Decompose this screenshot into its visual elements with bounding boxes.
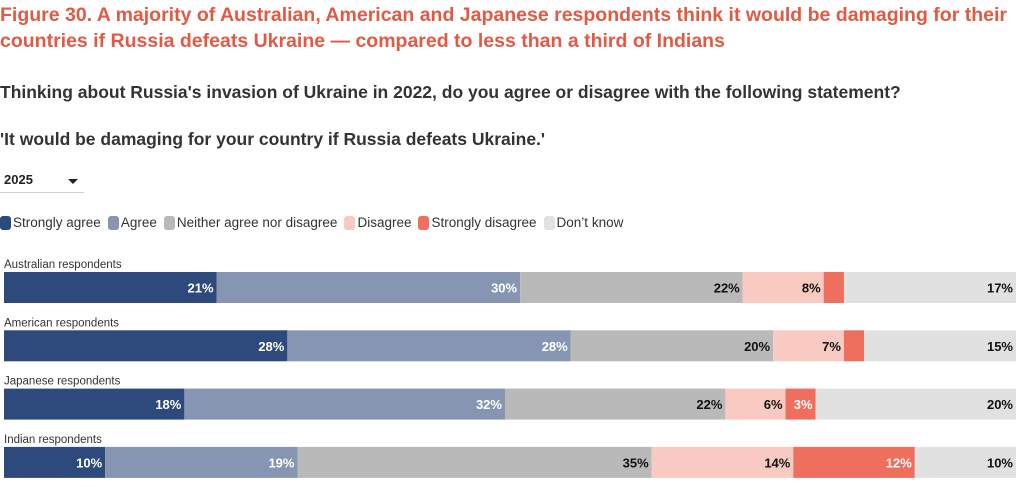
bar-segment-neither[interactable] [520, 272, 743, 303]
data-label: 22% [696, 397, 722, 412]
bar-segment-dont-know[interactable] [864, 330, 1016, 362]
data-label: 8% [802, 281, 821, 296]
data-label: 30% [491, 281, 517, 296]
data-label: 14% [764, 455, 790, 470]
year-dropdown-value: 2025 [4, 172, 33, 187]
legend-swatch [418, 215, 430, 230]
legend-item-neither[interactable]: Neither agree nor disagree [163, 215, 338, 230]
data-label: 15% [987, 339, 1013, 354]
legend-label: Strongly agree [13, 215, 101, 230]
legend-label: Disagree [357, 215, 412, 230]
bar-segment-disagree[interactable] [773, 330, 844, 362]
data-label: 12% [886, 455, 912, 470]
bar-segment-agree[interactable] [184, 388, 505, 420]
legend-label: Neither agree nor disagree [176, 215, 338, 230]
chevron-down-icon [68, 179, 78, 184]
legend-item-strongly-disagree[interactable]: Strongly disagree [418, 215, 537, 230]
legend-item-agree[interactable]: Agree [107, 215, 157, 230]
data-label: 28% [542, 339, 568, 354]
data-label: 22% [714, 281, 740, 296]
data-label: 32% [476, 397, 502, 412]
bar-segment-agree[interactable] [216, 272, 521, 303]
bar-segment-strongly-agree[interactable] [4, 330, 288, 362]
bar-segment-dont-know[interactable] [914, 446, 1016, 478]
survey-statement: 'It would be damaging for your country i… [0, 129, 546, 149]
data-label: 10% [987, 455, 1013, 470]
legend-item-dont-know[interactable]: Don’t know [543, 215, 624, 230]
data-label: 3% [794, 397, 813, 412]
category-label: Australian respondents [4, 259, 122, 271]
data-label: 19% [268, 455, 294, 470]
data-label: 10% [76, 455, 102, 470]
survey-question: Thinking about Russia's invasion of Ukra… [0, 82, 901, 102]
bar-segment-disagree[interactable] [742, 272, 824, 303]
data-label: 17% [987, 281, 1013, 296]
legend-swatch [107, 215, 119, 230]
legend-item-strongly-agree[interactable]: Strongly agree [0, 215, 101, 230]
data-label: 18% [155, 397, 181, 412]
bar-segment-strongly-disagree[interactable] [785, 388, 816, 420]
bar-segment-strongly-disagree[interactable] [823, 272, 844, 303]
bar-segment-neither[interactable] [570, 330, 774, 362]
data-label: 6% [764, 397, 783, 412]
category-label: American respondents [4, 317, 119, 329]
bar-segment-disagree[interactable] [651, 446, 794, 478]
data-label: 35% [623, 455, 649, 470]
bar-segment-strongly-disagree[interactable] [843, 330, 865, 362]
legend-swatch [163, 215, 175, 230]
data-label: 20% [744, 339, 770, 354]
bar-segment-strongly-agree[interactable] [4, 388, 185, 420]
legend-label: Agree [120, 215, 157, 230]
bar-segment-dont-know[interactable] [815, 388, 1016, 420]
bar-segment-strongly-agree[interactable] [4, 446, 106, 478]
legend-item-disagree[interactable]: Disagree [344, 215, 411, 230]
legend-label: Strongly disagree [431, 215, 537, 230]
chart-legend: Strongly agree Agree Neither agree nor dis… [0, 215, 630, 230]
bar-segment-strongly-disagree[interactable] [793, 446, 915, 478]
figure-title: Figure 30. A majority of Australian, Ame… [0, 4, 1007, 52]
category-label: Japanese respondents [4, 376, 121, 388]
data-label: 7% [822, 339, 841, 354]
bar-segment-agree[interactable] [287, 330, 571, 362]
legend-swatch [0, 215, 11, 230]
year-dropdown[interactable]: 2025 [0, 168, 84, 193]
legend-label: Don’t know [556, 215, 624, 230]
bar-segment-neither[interactable] [297, 446, 652, 478]
bar-segment-disagree[interactable] [725, 388, 786, 420]
bar-segment-strongly-agree[interactable] [4, 272, 217, 303]
legend-swatch [344, 215, 356, 230]
legend-swatch [543, 215, 555, 230]
data-label: 21% [187, 281, 213, 296]
data-label: 28% [258, 339, 284, 354]
category-label: Indian respondents [4, 434, 102, 446]
bar-segment-dont-know[interactable] [843, 272, 1016, 303]
bar-segment-agree[interactable] [105, 446, 298, 478]
data-label: 20% [987, 397, 1013, 412]
bar-segment-neither[interactable] [504, 388, 726, 420]
